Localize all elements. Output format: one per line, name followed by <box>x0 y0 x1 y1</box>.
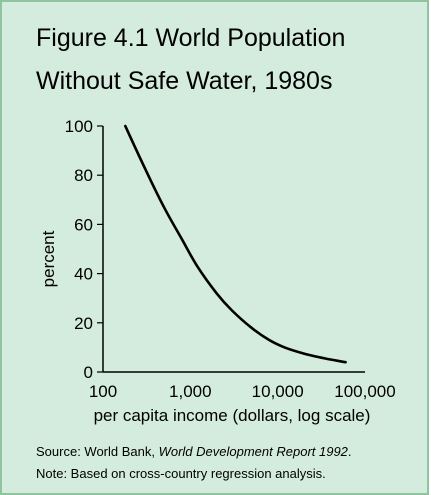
y-tick-label: 80 <box>74 166 93 185</box>
x-tick-label: 100,000 <box>334 382 395 401</box>
method-note: Note: Based on cross-country regression … <box>36 466 326 481</box>
x-tick-label: 10,000 <box>252 382 304 401</box>
tick-marks <box>97 125 103 373</box>
source-title: World Development Report 1992 <box>158 444 348 459</box>
source-suffix: . <box>347 444 352 459</box>
y-tick-label: 100 <box>65 117 93 136</box>
y-tick-label: 20 <box>74 314 93 333</box>
x-tick-label: 100 <box>89 382 117 401</box>
data-series <box>124 124 347 364</box>
axes <box>102 126 365 373</box>
y-tick-label: 60 <box>74 215 93 234</box>
source-note: Source: World Bank, World Development Re… <box>36 444 352 460</box>
x-axis-label: per capita income (dollars, log scale) <box>94 406 371 425</box>
line-chart: 0 20 40 60 80 100 100 1,000 10,000 100,000 percen… <box>39 117 396 425</box>
source-prefix: Source: World Bank, <box>36 444 159 459</box>
chart-title-line-1: Figure 4.1 World Population <box>36 24 346 52</box>
y-tick-label: 0 <box>84 363 93 382</box>
y-tick-label: 40 <box>74 265 93 284</box>
x-tick-label: 1,000 <box>169 382 212 401</box>
y-axis-label: percent <box>39 230 58 287</box>
tick-labels: 0 20 40 60 80 100 100 1,000 10,000 100,000 <box>65 117 396 401</box>
chart-title-line-2: Without Safe Water, 1980s <box>36 67 333 95</box>
series-line <box>124 124 347 364</box>
